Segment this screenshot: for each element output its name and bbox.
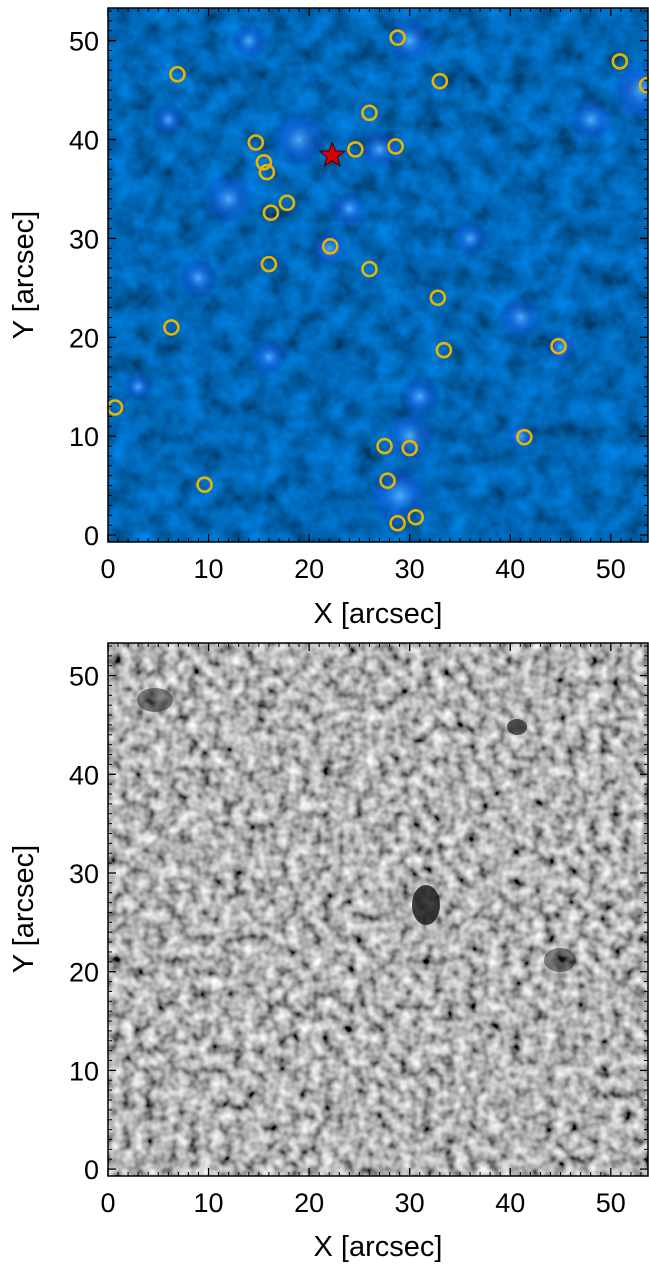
bright-region <box>452 220 489 257</box>
y-tick-label: 0 <box>84 1155 99 1185</box>
marker-circle <box>361 260 378 278</box>
y-tick-label: 20 <box>69 958 99 988</box>
marker-circle <box>247 134 265 151</box>
x-tick-label: 10 <box>194 554 224 584</box>
bright-region <box>385 16 434 65</box>
x-tick-label: 30 <box>395 554 425 584</box>
marker-circle <box>255 153 273 171</box>
y-tick-label: 10 <box>69 422 99 452</box>
top-frame <box>107 7 649 543</box>
bottom-image <box>108 643 648 1176</box>
marker-circle <box>429 289 447 307</box>
bright-region <box>568 97 613 142</box>
marker-circle <box>516 428 533 446</box>
top-ylabel: Y [arcsec] <box>8 211 40 339</box>
bright-region <box>544 331 577 364</box>
marker-star <box>318 140 346 168</box>
marker-circle <box>389 514 406 532</box>
y-tick-label: 10 <box>69 1056 99 1086</box>
marker-circle <box>435 341 453 359</box>
marker-circle <box>169 65 186 83</box>
bright-region <box>250 339 287 376</box>
bright-region <box>230 22 267 59</box>
x-tick-label: 0 <box>100 1188 115 1218</box>
y-tick-label: 40 <box>69 760 99 790</box>
x-tick-label: 0 <box>100 554 115 584</box>
bottom-panel: 0 10 20 30 40 50 0 10 20 30 40 50 X [arcsec] Y [arc… <box>8 642 649 1263</box>
x-tick-label: 30 <box>395 1188 425 1218</box>
x-tick-label: 20 <box>294 1188 324 1218</box>
y-tick-label: 30 <box>69 224 99 254</box>
marker-circle <box>361 104 378 122</box>
y-tick-label: 20 <box>69 323 99 353</box>
marker-circle <box>379 472 396 489</box>
bottom-frame <box>107 642 649 1177</box>
marker-circle <box>260 255 278 273</box>
marker-circle <box>278 194 296 212</box>
marker-circle <box>262 204 280 221</box>
x-tick-label: 20 <box>294 554 324 584</box>
bright-region <box>178 257 219 298</box>
y-tick-label: 40 <box>69 126 99 156</box>
bright-region <box>271 111 328 168</box>
bottom-ylabel: Y [arcsec] <box>8 845 40 973</box>
y-tick-label: 30 <box>69 859 99 889</box>
top-markers <box>106 29 649 532</box>
bright-region <box>202 172 255 225</box>
marker-circle <box>401 439 418 457</box>
marker-circle <box>611 53 629 70</box>
bottom-xlabel: X [arcsec] <box>314 1231 443 1263</box>
bottom-image-texture <box>108 643 648 1176</box>
top-panel: 0 10 20 30 40 50 0 10 20 30 40 50 X [arcsec] Y [arc… <box>8 7 649 630</box>
marker-circle <box>321 238 339 255</box>
bright-region <box>124 372 153 401</box>
bright-region <box>331 190 368 227</box>
bright-region <box>359 129 400 170</box>
y-tick-label: 50 <box>69 662 99 692</box>
marker-circle <box>347 141 364 158</box>
marker-circle <box>550 337 567 355</box>
top-xlabel: X [arcsec] <box>314 598 443 630</box>
marker-circle <box>638 76 649 94</box>
bright-region <box>610 60 648 121</box>
x-tick-label: 50 <box>596 1188 626 1218</box>
marker-circle <box>258 163 276 181</box>
marker-circle <box>407 508 425 526</box>
x-tick-label: 40 <box>495 1188 525 1218</box>
marker-circle <box>196 476 213 493</box>
y-tick-label: 0 <box>84 521 99 551</box>
bright-region <box>152 103 185 136</box>
marker-circle <box>389 29 406 46</box>
x-tick-label: 40 <box>495 554 525 584</box>
bright-region <box>399 376 440 417</box>
marker-circle <box>387 138 404 155</box>
bright-region <box>498 295 543 340</box>
bottom-ticks: 0 10 20 30 40 50 0 10 20 30 40 50 <box>69 643 648 1218</box>
bright-region <box>311 230 348 267</box>
marker-circle <box>376 437 393 455</box>
bright-region <box>383 410 436 463</box>
y-tick-label: 50 <box>69 27 99 57</box>
top-image <box>108 8 648 542</box>
marker-circle <box>163 319 180 336</box>
x-tick-label: 10 <box>194 1188 224 1218</box>
top-ticks: 0 10 20 30 40 50 0 10 20 30 40 50 <box>69 8 648 584</box>
bottom-dark-spots <box>137 688 576 972</box>
marker-circle <box>431 72 449 90</box>
x-tick-label: 50 <box>596 554 626 584</box>
